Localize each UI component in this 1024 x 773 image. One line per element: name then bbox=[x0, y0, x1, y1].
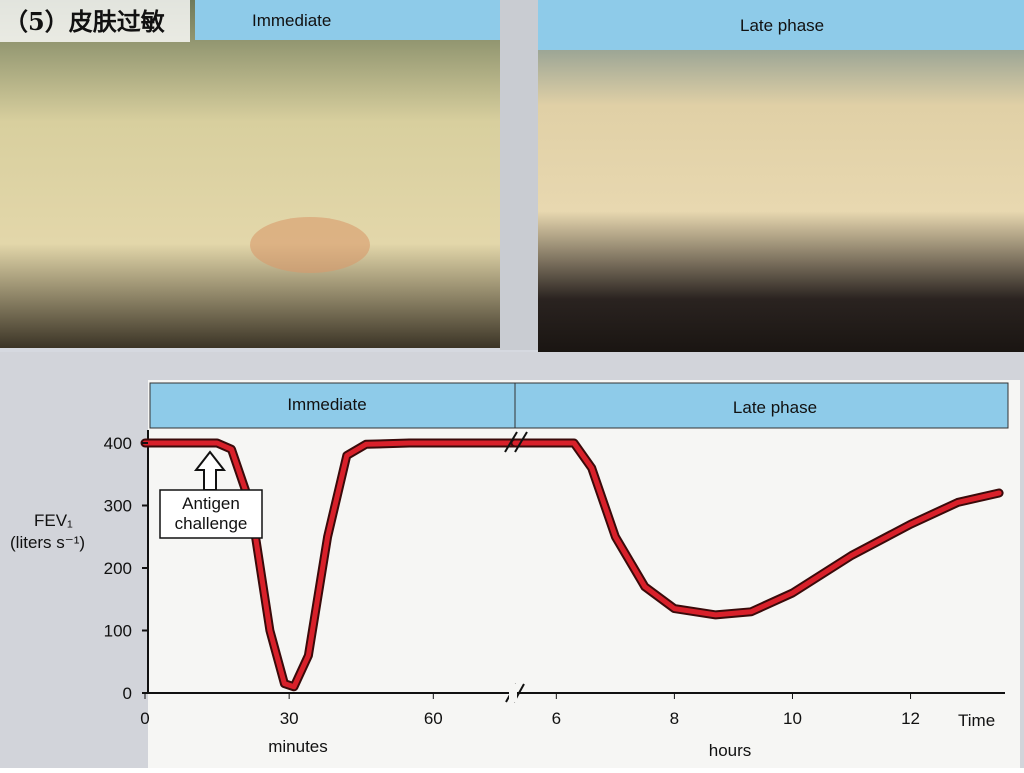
x-tick-label: 0 bbox=[140, 709, 149, 728]
x-tick-label: 8 bbox=[670, 709, 679, 728]
x-tick-label: 10 bbox=[783, 709, 802, 728]
text-page bbox=[500, 0, 538, 350]
x-tick-label: 30 bbox=[280, 709, 299, 728]
y-label: (liters s⁻¹) bbox=[10, 533, 85, 552]
y-tick-label: 100 bbox=[104, 622, 132, 641]
line bbox=[512, 440, 1002, 618]
y-tick-label: 400 bbox=[104, 434, 132, 453]
chart-panel bbox=[148, 380, 1020, 768]
title-bg bbox=[0, 0, 190, 42]
y-label: FEV₁ bbox=[34, 511, 73, 530]
photo-label-band bbox=[538, 0, 1024, 50]
photo-late bbox=[538, 0, 1024, 352]
slide-title: （5）皮肤过敏 bbox=[4, 7, 165, 36]
annotation: Antigen bbox=[182, 494, 240, 513]
y-tick-label: 0 bbox=[123, 684, 132, 703]
x-tick-label: 60 bbox=[424, 709, 443, 728]
wheal bbox=[250, 217, 370, 273]
photo-label: Late phase bbox=[740, 16, 824, 35]
photo-label-band bbox=[195, 0, 500, 40]
axis-break-gap bbox=[509, 684, 517, 702]
x-tick-label: 12 bbox=[901, 709, 920, 728]
x-end-label: Time bbox=[958, 711, 995, 730]
x-label: hours bbox=[709, 741, 752, 760]
x-tick-label: 6 bbox=[552, 709, 561, 728]
line bbox=[142, 440, 518, 690]
phase-label: Late phase bbox=[733, 398, 817, 417]
phase-label: Immediate bbox=[287, 395, 366, 414]
phase-band bbox=[514, 382, 1009, 429]
annotation: challenge bbox=[175, 514, 248, 533]
phase-band bbox=[149, 382, 516, 429]
y-tick-label: 300 bbox=[104, 497, 132, 516]
photo-immediate bbox=[0, 0, 500, 348]
y-tick-label: 200 bbox=[104, 559, 132, 578]
annotation-box bbox=[159, 489, 263, 539]
curve-break bbox=[504, 431, 528, 453]
x-label: minutes bbox=[268, 737, 328, 756]
photo-label: Immediate bbox=[252, 11, 331, 30]
